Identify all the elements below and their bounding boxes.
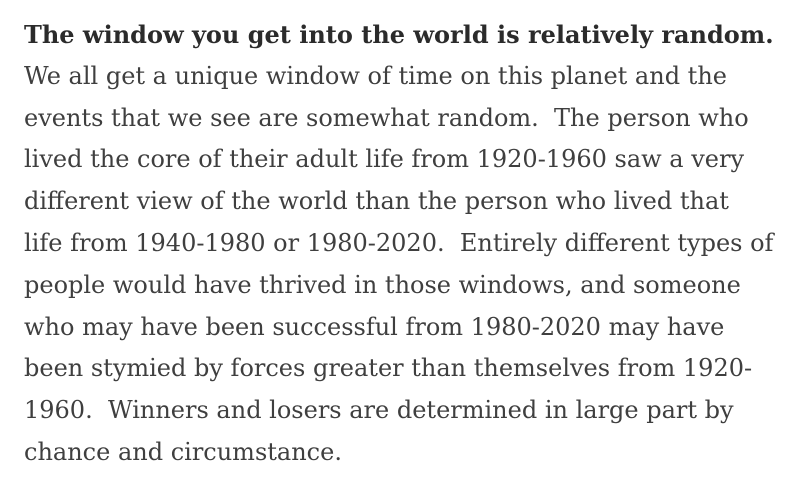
paragraph-heading: The window you get into the world is rel… <box>24 20 774 49</box>
paragraph-line: We all get a unique window of time on th… <box>24 61 727 90</box>
paragraph-line: events that we see are somewhat random. … <box>24 103 749 132</box>
paragraph-line: life from 1940-1980 or 1980-2020. Entire… <box>24 228 774 257</box>
paragraph-line: people would have thrived in those windo… <box>24 270 741 299</box>
paragraph-line: 1960. Winners and losers are determined … <box>24 396 734 425</box>
paragraph-line: chance and circumstance. <box>24 437 342 466</box>
paragraph-line: who may have been successful from 1980-2… <box>24 312 725 341</box>
paragraph-line: been stymied by forces greater than them… <box>24 354 753 383</box>
article-paragraph: The window you get into the world is rel… <box>24 14 784 474</box>
paragraph-line: lived the core of their adult life from … <box>24 145 745 174</box>
paragraph-line: different view of the world than the per… <box>24 187 729 216</box>
